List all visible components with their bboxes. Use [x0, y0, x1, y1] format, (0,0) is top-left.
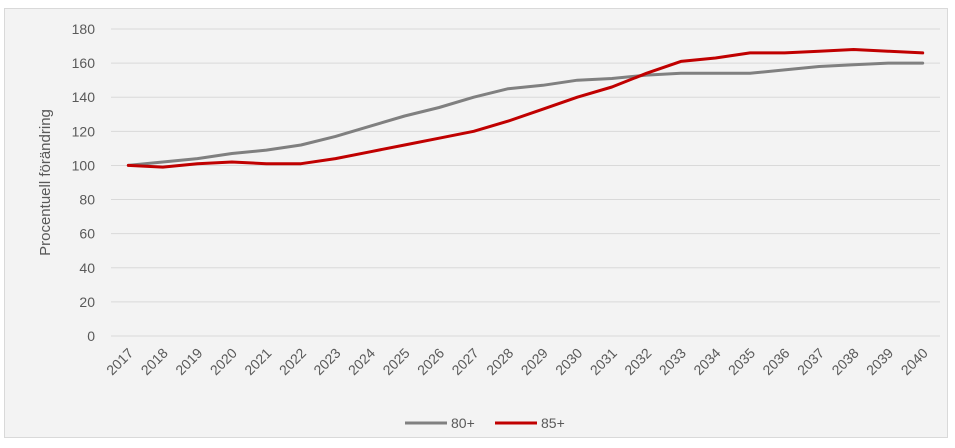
x-tick-label: 2032	[621, 345, 654, 378]
y-tick-label: 80	[79, 192, 95, 208]
x-tick-label: 2022	[276, 345, 309, 378]
x-tick-label: 2029	[518, 345, 551, 378]
legend: 80+ 85+	[405, 415, 565, 431]
x-tick-label: 2038	[828, 345, 861, 378]
y-tick-label: 60	[79, 226, 95, 242]
x-tick-label: 2027	[448, 345, 481, 378]
x-tick-label: 2020	[207, 345, 240, 378]
x-tick-label: 2018	[138, 345, 171, 378]
y-tick-label: 160	[72, 55, 96, 71]
x-tick-label: 2024	[345, 345, 378, 378]
x-tick-label: 2021	[241, 345, 274, 378]
x-tick-label: 2023	[310, 345, 343, 378]
x-tick-label: 2028	[483, 345, 516, 378]
legend-label: 80+	[451, 415, 475, 431]
y-tick-label: 180	[72, 21, 96, 37]
y-tick-label: 140	[72, 89, 96, 105]
series-lines	[126, 48, 925, 169]
chart-frame	[4, 8, 948, 438]
y-tick-label: 20	[79, 294, 95, 310]
y-axis-title: Procentuell förändring	[37, 109, 54, 256]
y-tick-label: 120	[72, 123, 96, 139]
y-tick-label: 100	[72, 157, 96, 173]
x-tick-label: 2026	[414, 345, 447, 378]
x-tick-label: 2019	[172, 345, 205, 378]
x-tick-label: 2035	[725, 345, 758, 378]
y-tick-labels: 0 20 40 60 80 100 120 140 160 180	[72, 21, 96, 344]
gridlines	[111, 28, 940, 337]
x-tick-label: 2034	[690, 345, 723, 378]
x-tick-labels: 2017 2018 2019 2020 2021 2022 2023 2024 2025 2026…	[103, 345, 931, 378]
legend-label: 85+	[541, 415, 565, 431]
x-tick-label: 2030	[552, 345, 585, 378]
series-line-85plus	[126, 48, 925, 169]
series-line-80plus	[126, 61, 925, 167]
x-tick-label: 2037	[794, 345, 827, 378]
x-tick-label: 2033	[656, 345, 689, 378]
x-tick-label: 2039	[863, 345, 896, 378]
y-tick-label: 0	[87, 328, 95, 344]
x-tick-label: 2040	[898, 345, 931, 378]
x-tick-label: 2017	[103, 345, 136, 378]
x-tick-label: 2031	[587, 345, 620, 378]
x-tick-label: 2036	[759, 345, 792, 378]
y-tick-label: 40	[79, 260, 95, 276]
x-tick-label: 2025	[379, 345, 412, 378]
